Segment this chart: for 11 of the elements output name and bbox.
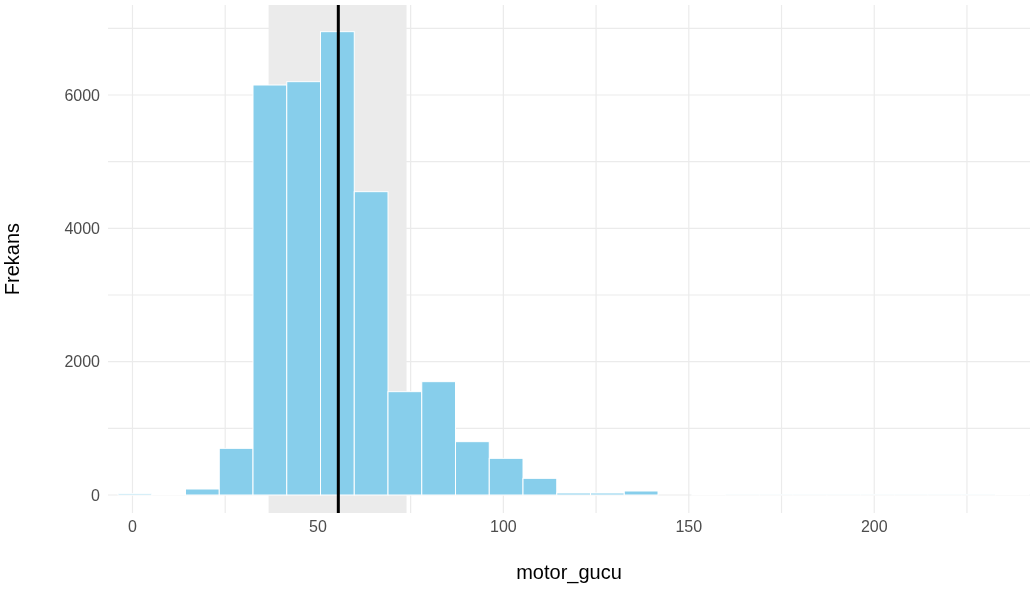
- y-tick-label: 2000: [64, 353, 101, 371]
- x-tick-label: 100: [490, 518, 517, 536]
- y-axis-title: Frekans: [1, 222, 24, 296]
- x-tick-label: 200: [860, 518, 888, 536]
- x-axis-title: motor_gucu: [516, 561, 622, 584]
- x-tick-label: 150: [675, 518, 703, 536]
- y-tick-label: 4000: [64, 220, 101, 238]
- x-tick-label: 50: [309, 518, 327, 536]
- x-tick-label: 0: [128, 518, 138, 536]
- y-tick-label: 0: [91, 486, 101, 504]
- y-tick-label: 6000: [64, 86, 101, 104]
